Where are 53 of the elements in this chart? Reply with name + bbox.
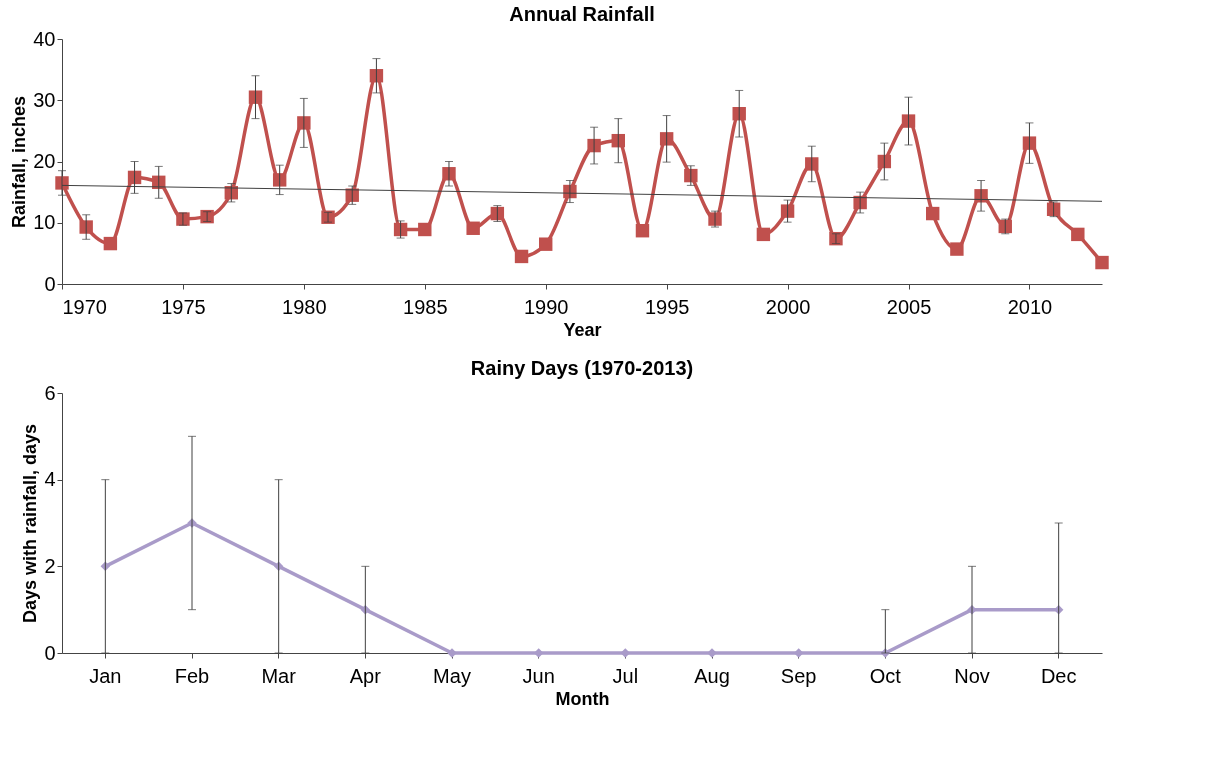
x-axis-title: Year [563, 319, 602, 340]
x-tick-label: Jul [612, 664, 639, 687]
x-tick-label: 1970 [62, 295, 107, 318]
point [805, 157, 819, 171]
y-tick-label: 0 [44, 641, 56, 664]
point [1022, 136, 1037, 150]
point [272, 173, 287, 187]
x-tick-label: Oct [869, 664, 902, 687]
point [659, 132, 674, 146]
x-tick-label: 1985 [403, 295, 448, 318]
x-tick-label: May [433, 664, 471, 687]
y-axis-title: Days with rainfall, days [20, 423, 41, 624]
x-tick-label: Dec [1040, 664, 1077, 687]
point [780, 204, 795, 218]
x-tick-label: 1995 [644, 295, 690, 318]
y-axis-title: Rainfall, inches [9, 95, 30, 229]
x-tick-label: 2005 [886, 295, 932, 318]
point [756, 227, 771, 242]
point [925, 206, 940, 221]
x-tick-label: Aug [694, 664, 730, 687]
chart-title: Rainy Days (1970-2013) [470, 357, 694, 379]
x-tick-label: 2010 [1007, 295, 1053, 318]
point [1071, 227, 1085, 242]
y-tick-label: 30 [33, 88, 56, 111]
x-tick-label: 1975 [161, 295, 206, 318]
x-axis-title: Month [555, 688, 610, 709]
point [103, 236, 118, 251]
y-tick-label: 4 [44, 468, 56, 491]
y-tick-label: 2 [44, 554, 56, 577]
point [539, 237, 553, 251]
x-tick-label: Jan [89, 664, 122, 687]
point [1095, 255, 1109, 270]
y-tick-label: 40 [33, 27, 56, 50]
x-tick-label: Nov [954, 664, 990, 687]
x-tick-label: Feb [174, 664, 210, 687]
x-tick-label: Apr [349, 664, 382, 687]
y-tick-label: 6 [44, 381, 56, 404]
x-tick-label: Jun [522, 664, 555, 687]
x-tick-label: 1980 [282, 295, 327, 318]
point [950, 242, 964, 256]
y-tick-label: 20 [33, 150, 56, 172]
x-tick-label: 1990 [523, 295, 569, 318]
chart-title: Annual Rainfall [509, 3, 655, 25]
point [635, 224, 650, 238]
x-tick-label: Mar [261, 664, 297, 687]
x-tick-label: 2000 [765, 295, 811, 318]
point [514, 249, 529, 264]
point [466, 221, 480, 235]
point [79, 220, 93, 234]
y-tick-label: 0 [44, 272, 56, 295]
x-tick-label: Sep [780, 664, 817, 687]
point [418, 222, 432, 237]
y-tick-label: 10 [33, 211, 56, 234]
